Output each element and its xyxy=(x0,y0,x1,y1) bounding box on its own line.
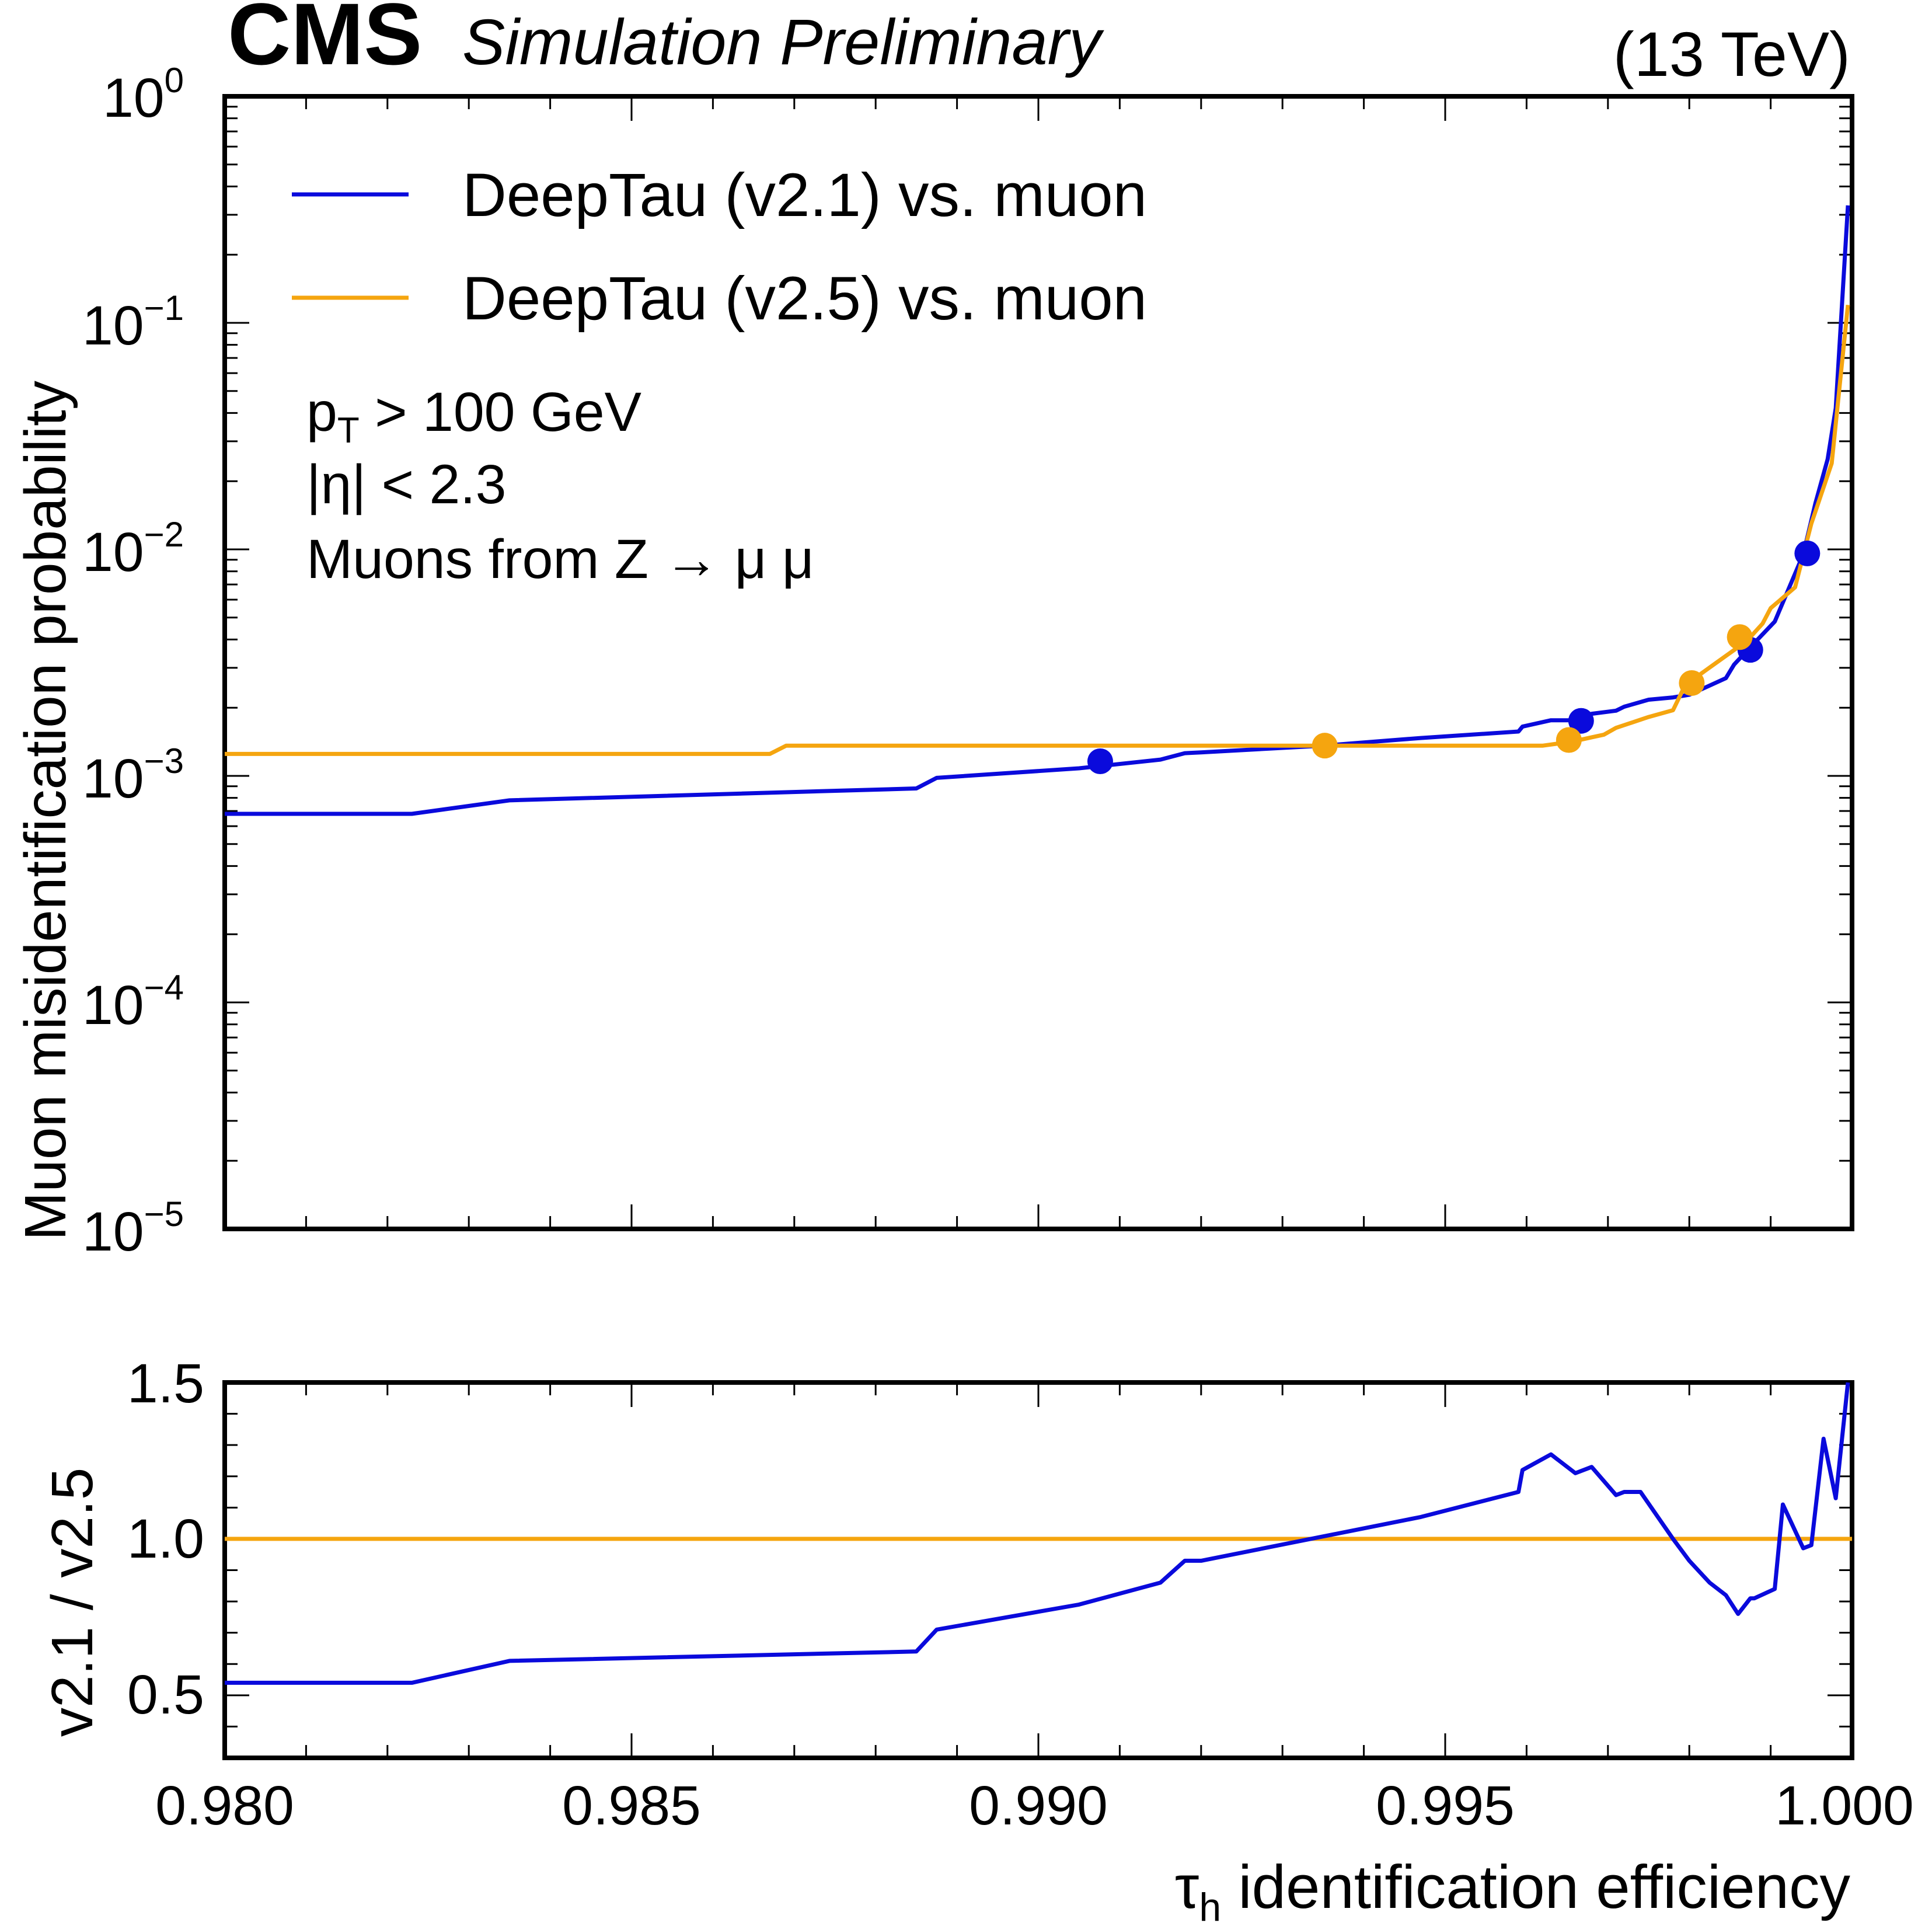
working-point-marker-v25 xyxy=(1312,733,1338,759)
xtick-label-1.000: 1.000 xyxy=(1775,1775,1914,1837)
simulation-preliminary-label: Simulation Preliminary xyxy=(462,6,1104,78)
main-panel: 100 10−1 10−2 10−3 10−4 10−5 Muon miside… xyxy=(13,61,1854,1263)
ratio-y-axis-label: v2.1 / v2.5 xyxy=(40,1468,105,1737)
cms-label: CMS xyxy=(228,0,422,83)
legend-label-v21: DeepTau (v2.1) vs. muon xyxy=(462,161,1147,229)
x-tick-labels: 0.980 0.985 0.990 0.995 1.000 xyxy=(155,1775,1914,1837)
ratio-series-line-v21 xyxy=(225,1382,1850,1685)
working-point-marker-v21 xyxy=(1794,540,1821,566)
legend: DeepTau (v2.1) vs. muon DeepTau (v2.5) v… xyxy=(292,161,1147,333)
ratio-series xyxy=(225,1382,1852,1685)
main-series xyxy=(225,205,1850,816)
xtick-label-0.990: 0.990 xyxy=(969,1775,1108,1837)
ratio-ticks xyxy=(224,1381,1853,1759)
ratio-ytick-label-0.5: 0.5 xyxy=(127,1664,204,1726)
ratio-axes-frame xyxy=(222,1380,1854,1760)
main-series-line-v25 xyxy=(225,304,1850,756)
eta-cut-annotation: |η| < 2.3 xyxy=(306,454,507,516)
working-point-marker-v25 xyxy=(1556,727,1582,753)
xtick-label-0.985: 0.985 xyxy=(562,1775,701,1837)
ratio-panel: 0.5 1.0 1.5 v2.1 / v2.5 0.980 0.985 0.99… xyxy=(40,1353,1914,1926)
ratio-ytick-label-1.0: 1.0 xyxy=(127,1508,204,1570)
main-y-axis-label: Muon misidentification probability xyxy=(13,381,78,1241)
main-y-tick-labels: 100 10−1 10−2 10−3 10−4 10−5 xyxy=(82,61,184,1263)
ratio-ytick-label-1.5: 1.5 xyxy=(127,1353,204,1415)
working-point-marker-v25 xyxy=(1679,670,1705,696)
ytick-label-1e-2: 10−2 xyxy=(82,515,184,583)
ytick-label-1e-4: 10−4 xyxy=(82,968,184,1036)
working-point-marker-v25 xyxy=(1727,624,1753,650)
x-axis-label: τh identification efficiency xyxy=(1175,1853,1851,1926)
ytick-label-1e0: 100 xyxy=(103,61,184,129)
energy-label: (13 TeV) xyxy=(1613,19,1850,89)
xtick-label-0.995: 0.995 xyxy=(1376,1775,1515,1837)
main-ticks xyxy=(224,95,1853,1230)
ytick-label-1e-1: 10−1 xyxy=(82,288,184,357)
sample-annotation: Muons from Z → μ μ xyxy=(306,528,814,590)
ytick-label-1e-3: 10−3 xyxy=(82,741,184,810)
working-point-marker-v21 xyxy=(1568,708,1594,734)
legend-label-v25: DeepTau (v2.5) vs. muon xyxy=(462,264,1147,333)
working-point-marker-v21 xyxy=(1087,748,1113,774)
pt-cut-annotation: pT > 100 GeV xyxy=(306,381,641,451)
ytick-label-1e-5: 10−5 xyxy=(82,1194,184,1263)
xtick-label-0.980: 0.980 xyxy=(155,1775,294,1837)
